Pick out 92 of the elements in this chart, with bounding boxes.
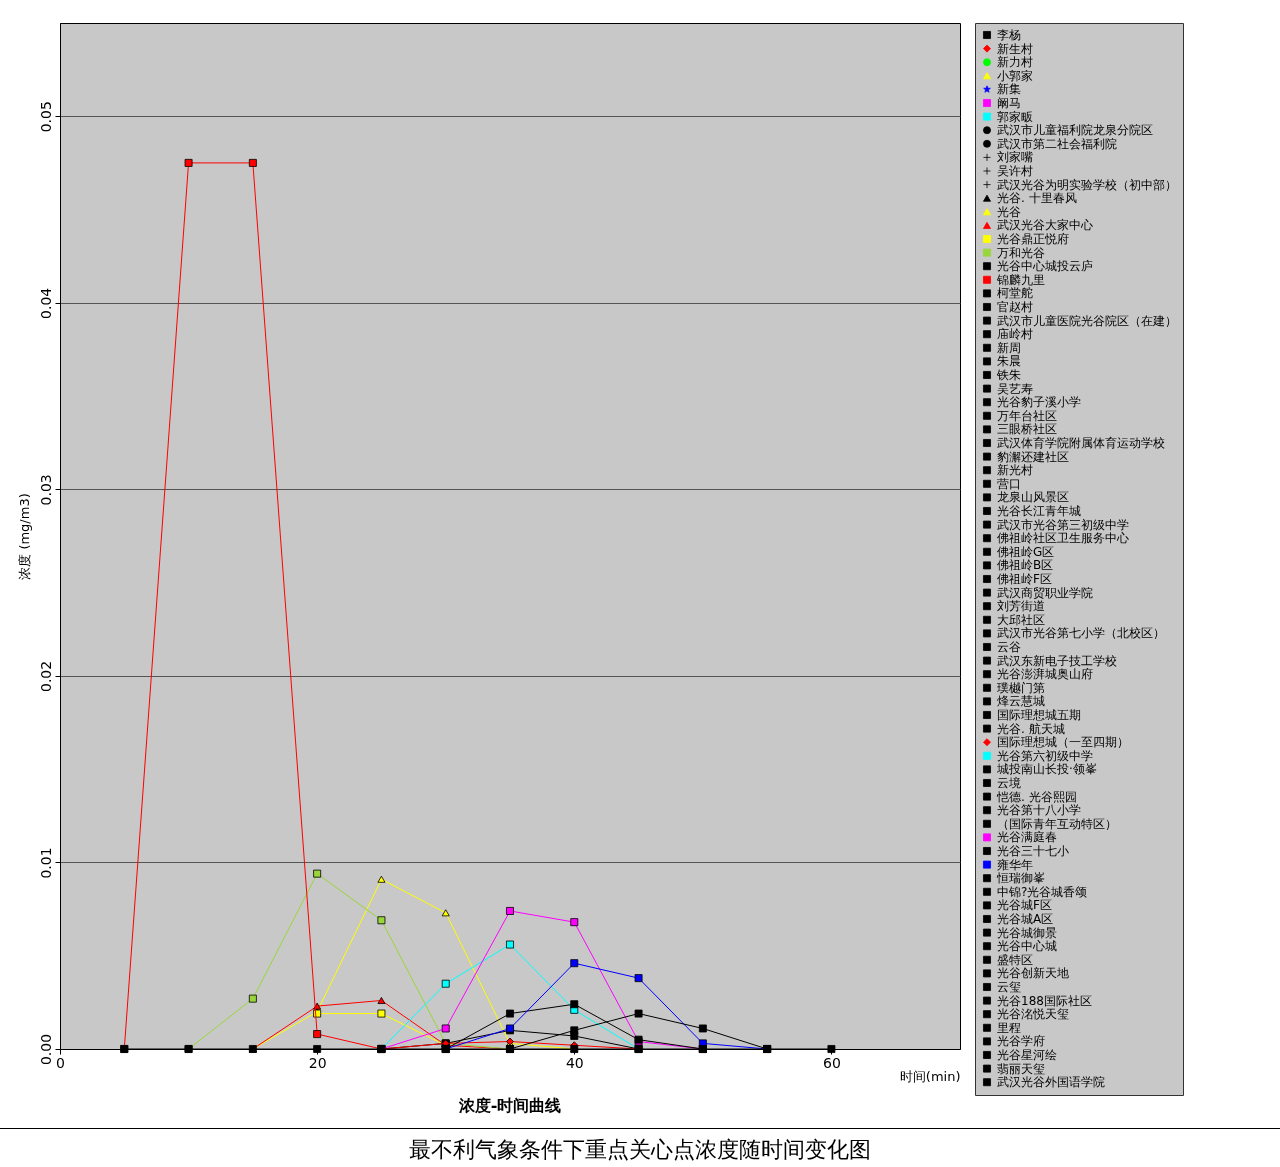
y-axis-title: 浓度 (mg/m3) [16,493,32,580]
legend-label: 翡丽天玺 [997,1061,1045,1076]
legend-label: 豹澥还建社区 [997,449,1069,464]
legend-label: 光谷188国际社区 [997,993,1092,1008]
x-axis-title: 时间(min) [899,1068,961,1084]
legend-label: 雍华年 [997,857,1033,872]
legend-label: 光谷满庭春 [997,830,1057,845]
legend-label: 光谷中心城投云庐 [997,259,1093,274]
legend-label: 光谷城A区 [997,912,1054,926]
legend-label: 光谷第六初级中学 [997,748,1093,763]
legend-label: 万年台社区 [997,408,1057,423]
legend-label: 武汉光谷外国语学院 [997,1075,1105,1090]
legend-label: 国际理想城（一至四期） [997,735,1129,750]
legend-label: 光谷. 航天城 [997,721,1065,736]
legend-label: 武汉市第二社会福利院 [997,136,1117,151]
legend-label: 阚马 [997,96,1021,110]
legend-label: 恒瑞御峯 [996,871,1045,886]
legend-label: 光谷澎湃城奥山府 [997,667,1093,682]
x-tick-label: 0 [56,1054,65,1071]
legend-label: 朱晨 [997,354,1021,369]
legend-label: 大邱社区 [997,612,1045,627]
legend-label: 光谷鼎正悦府 [997,232,1069,246]
legend-label: 武汉市儿童福利院龙泉分院区 [997,123,1153,138]
x-tick-label: 20 [308,1054,327,1071]
legend-label: 光谷第十八小学 [997,803,1081,818]
legend-label: 光谷创新天地 [997,966,1069,981]
legend-label: 光谷城F区 [997,898,1052,913]
legend-label: 柯堂舵 [997,286,1033,301]
x-tick-label: 60 [823,1054,841,1071]
legend-label: 武汉商贸职业学院 [997,585,1093,600]
legend-label: 武汉市光谷第三初级中学 [997,517,1129,532]
legend-label: 恺德. 光谷熙园 [996,789,1077,804]
legend-label: 刘芳街道 [997,599,1045,614]
legend-label: 新生村 [997,41,1033,56]
legend-label: 官赵村 [997,300,1033,314]
legend-label: 烽云慧城 [997,694,1045,709]
legend-label: 中锦?光谷城香颂 [997,884,1088,899]
legend-label: 新周 [997,340,1021,355]
y-tick-label: 0.01 [37,847,54,879]
legend-label: 佛祖岭G区 [997,544,1055,559]
legend-label: 新力村 [997,55,1033,70]
legend-label: 武汉东新电子技工学校 [997,653,1117,668]
legend-label: 光谷三十七小 [997,844,1069,858]
legend-label: 光谷学府 [997,1034,1045,1049]
legend-label: 吴艺寿 [997,381,1033,396]
y-tick-label: 0.05 [37,101,54,133]
y-tick-label: 0.03 [37,474,54,506]
legend-label: 郭家畈 [997,109,1033,124]
legend-label: 云谷 [997,640,1021,654]
legend-label: 武汉市光谷第七小学（北校区） [997,626,1165,641]
legend-label: 铁朱 [996,368,1021,382]
text: 最不利气象条件下重点关心点浓度随时间变化图 [0,1128,1280,1165]
legend-label: 佛祖岭社区卫生服务中心 [997,531,1129,546]
y-tick-label: 0.00 [37,1033,54,1066]
y-tick-label: 0.04 [37,287,54,319]
legend-label: 佛祖岭B区 [997,558,1054,573]
legend-label: 光谷长江青年城 [997,504,1081,518]
legend-label: 云玺 [997,980,1021,994]
legend-label: 光谷 [997,204,1021,219]
legend-label: 光谷城御景 [997,925,1057,940]
legend-label: 万和光谷 [997,245,1045,260]
y-tick-label: 0.02 [37,660,54,692]
legend-label: 光谷中心城 [997,939,1057,954]
legend-label: 武汉光谷为明实验学校（初中部） [997,177,1177,192]
legend-label: 光谷豹子溪小学 [997,395,1081,410]
legend-label: 李杨 [997,28,1021,42]
legend-label: 璞樾门第 [997,680,1045,695]
legend-label: 光谷洺悦天玺 [997,1007,1069,1022]
legend-label: 盛特区 [997,952,1033,967]
legend-label: 武汉市儿童医院光谷院区（在建） [997,313,1177,328]
legend-label: 新光村 [997,463,1033,478]
legend-label: 武汉光谷大家中心 [997,218,1093,233]
legend-label: 锦麟九里 [996,272,1045,287]
legend-label: 城投南山长投·领峯 [996,762,1097,777]
text: 浓度-时间曲线 [457,1095,562,1115]
legend-label: 营口 [997,476,1021,491]
legend-label: 新集 [997,82,1021,97]
legend-label: 武汉体育学院附属体育运动学校 [997,436,1165,450]
legend-label: 云境 [997,776,1021,790]
legend-label: 光谷. 十里春风 [997,191,1077,206]
legend-label: 刘家嘴 [997,150,1033,165]
x-tick-label: 40 [565,1054,584,1071]
legend-label: 庙岭村 [997,327,1033,342]
legend-label: 里程 [997,1020,1021,1035]
legend-label: （国际青年互动特区） [997,816,1117,831]
legend-label: 光谷星河绘 [997,1048,1057,1062]
legend-label: 吴许村 [997,164,1033,178]
legend-label: 小郭家 [997,68,1033,83]
legend-label: 龙泉山风景区 [997,490,1069,505]
legend-label: 国际理想城五期 [997,708,1081,722]
legend-label: 三眼桥社区 [997,422,1057,437]
legend-label: 佛祖岭F区 [997,572,1052,586]
